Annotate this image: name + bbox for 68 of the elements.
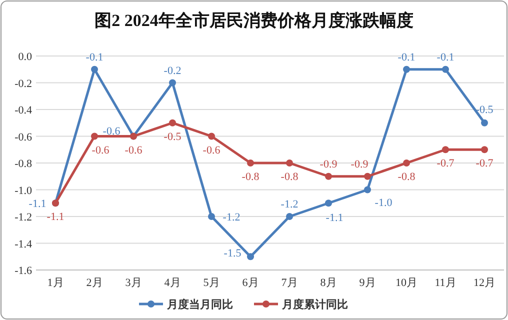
data-label: -1.0 <box>374 196 393 209</box>
data-label: -1.2 <box>222 212 240 224</box>
legend-label: 月度累计同比 <box>281 298 348 311</box>
data-label: -0.6 <box>102 125 121 138</box>
legend-label: 月度当月同比 <box>166 298 233 311</box>
x-tick-label: 6月 <box>242 277 259 289</box>
data-label: -0.8 <box>398 171 416 183</box>
point <box>442 66 449 73</box>
data-label: -1.1 <box>326 212 344 224</box>
point <box>442 146 449 154</box>
data-label: -1.1 <box>28 198 46 210</box>
point <box>481 146 488 154</box>
point <box>325 172 332 180</box>
y-tick-label: -1.0 <box>14 184 32 197</box>
y-tick-label: -0.8 <box>14 158 32 170</box>
data-label: -1.1 <box>46 211 64 224</box>
point <box>403 160 410 166</box>
point <box>169 79 176 86</box>
data-label: -0.5 <box>476 104 494 116</box>
y-tick-label: -1.2 <box>14 212 32 224</box>
point <box>91 66 98 73</box>
point <box>91 132 98 140</box>
point <box>247 253 254 260</box>
x-tick-label: 11月 <box>434 277 456 289</box>
x-tick-label: 3月 <box>125 277 142 289</box>
data-label: -0.9 <box>350 158 369 170</box>
y-tick-label: -0.4 <box>14 104 32 116</box>
point <box>481 119 488 126</box>
x-tick-label: 4月 <box>164 277 181 289</box>
data-label: -0.6 <box>202 144 221 156</box>
x-tick-label: 5月 <box>203 277 220 289</box>
data-label: -0.1 <box>86 51 104 64</box>
point <box>247 160 254 166</box>
point <box>364 186 371 194</box>
point <box>286 213 293 220</box>
data-label: -0.8 <box>242 171 260 183</box>
y-tick-label: -1.4 <box>14 238 32 250</box>
point <box>325 200 332 207</box>
point <box>364 172 371 180</box>
data-label: -0.1 <box>398 51 416 64</box>
data-label: -0.6 <box>124 144 143 156</box>
data-label: -0.8 <box>280 171 299 183</box>
x-tick-label: 9月 <box>359 277 376 289</box>
x-tick-label: 12月 <box>474 277 496 289</box>
point <box>208 213 215 220</box>
data-label: -0.7 <box>436 158 455 170</box>
data-label: -0.6 <box>92 144 110 156</box>
y-tick-label: -0.2 <box>14 78 32 90</box>
data-label: -1.5 <box>224 248 242 260</box>
y-tick-label: 0.0 <box>18 51 32 63</box>
data-label: -0.9 <box>320 158 338 170</box>
chart-title: 图2 2024年全市居民消费价格月度涨跌幅度 <box>94 11 414 30</box>
y-tick-label: -0.6 <box>14 131 32 144</box>
point <box>208 132 215 140</box>
data-label: -0.2 <box>164 64 182 77</box>
x-tick-label: 1月 <box>47 277 64 289</box>
point <box>286 160 293 166</box>
point <box>403 66 410 73</box>
point <box>169 119 176 126</box>
data-label: -0.1 <box>436 51 454 64</box>
data-label: -0.7 <box>476 158 494 170</box>
x-tick-label: 2月 <box>86 277 103 289</box>
x-tick-label: 7月 <box>281 277 298 289</box>
data-label: -0.5 <box>164 130 182 143</box>
x-tick-label: 10月 <box>396 277 418 289</box>
y-tick-label: -1.6 <box>14 265 32 277</box>
data-label: -1.2 <box>280 198 298 210</box>
x-tick-label: 8月 <box>320 277 337 289</box>
